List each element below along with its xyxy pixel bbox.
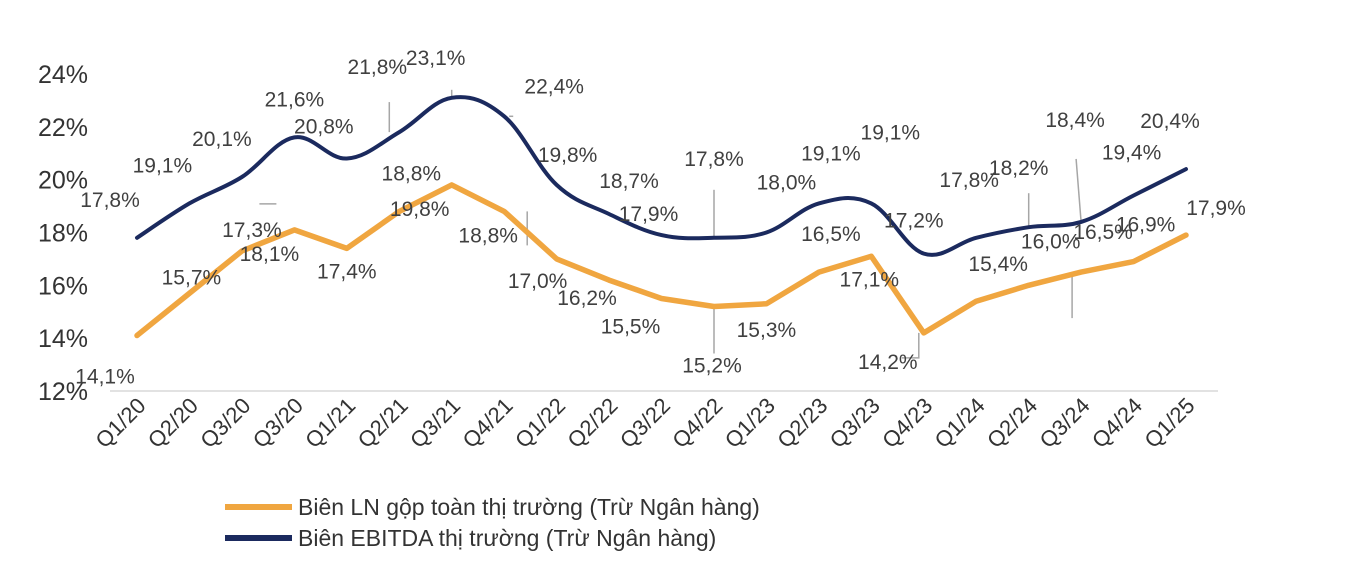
- x-tick-label: Q3/22: [615, 393, 675, 453]
- x-axis: Q1/20Q2/20Q3/20Q3/20Q1/21Q2/21Q3/21Q4/21…: [90, 393, 1199, 453]
- data-label-ebitda-margin: 17,8%: [939, 169, 999, 192]
- data-label-ebitda-margin: 17,8%: [80, 189, 140, 212]
- series-line-gross-margin: [134, 182, 1189, 339]
- x-tick-label: Q2/23: [772, 393, 832, 453]
- leader-line: [1075, 158, 1082, 222]
- data-label-gross-margin: 14,1%: [75, 366, 135, 389]
- x-tick-label: Q2/21: [353, 393, 413, 453]
- data-label-gross-margin: 16,9%: [1116, 214, 1176, 237]
- data-label-ebitda-margin: 19,8%: [538, 144, 598, 167]
- data-label-ebitda-margin: 20,4%: [1140, 110, 1200, 133]
- x-tick-label: Q2/24: [982, 393, 1042, 453]
- data-label-ebitda-margin: 21,6%: [265, 88, 325, 111]
- data-label-ebitda-margin: 18,0%: [757, 172, 817, 195]
- legend: Biên LN gộp toàn thị trường (Trừ Ngân hà…: [225, 494, 760, 551]
- x-tick-label: Q4/21: [458, 393, 518, 453]
- data-label-gross-margin: 18,8%: [458, 224, 518, 247]
- x-tick-label: Q4/22: [667, 393, 727, 453]
- x-tick-label: Q4/24: [1087, 393, 1147, 453]
- data-label-ebitda-margin: 19,4%: [1102, 142, 1162, 165]
- y-axis: 12% 14% 16% 18% 20% 22% 24%: [38, 61, 88, 406]
- data-label-ebitda-margin: 18,4%: [1045, 109, 1105, 132]
- data-label-ebitda-margin: 18,7%: [599, 170, 659, 193]
- y-tick-label: 12%: [38, 378, 88, 406]
- data-label-gross-margin: 16,2%: [557, 287, 617, 310]
- data-label-ebitda-margin: 20,8%: [294, 116, 354, 139]
- y-tick-label: 14%: [38, 325, 88, 353]
- x-tick-label: Q3/20: [195, 393, 255, 453]
- y-tick-label: 22%: [38, 114, 88, 142]
- series-line-ebitda-margin: [135, 95, 1188, 257]
- label-leader-lines: [259, 89, 1082, 359]
- data-label-ebitda-margin: 21,8%: [348, 56, 408, 79]
- series-lines: [134, 95, 1189, 339]
- x-tick-label: Q1/20: [90, 393, 150, 453]
- x-tick-label: Q1/21: [300, 393, 360, 453]
- data-label-gross-margin: 16,5%: [801, 223, 861, 246]
- x-tick-label: Q3/24: [1035, 393, 1095, 453]
- data-label-gross-margin: 15,2%: [682, 355, 742, 378]
- data-label-gross-margin: 18,8%: [382, 162, 442, 185]
- y-tick-label: 18%: [38, 220, 88, 248]
- x-tick-label: Q3/21: [405, 393, 465, 453]
- x-tick-label: Q1/23: [720, 393, 780, 453]
- data-label-ebitda-margin: 18,2%: [989, 157, 1049, 180]
- data-label-gross-margin: 16,5%: [1073, 221, 1133, 244]
- data-label-ebitda-margin: 19,1%: [861, 121, 921, 144]
- data-label-ebitda-margin: 17,9%: [619, 203, 679, 226]
- x-tick-label: Q1/25: [1139, 393, 1199, 453]
- data-label-gross-margin: 17,9%: [1186, 197, 1246, 220]
- x-tick-label: Q1/22: [510, 393, 570, 453]
- data-label-gross-margin: 16,0%: [1021, 230, 1081, 253]
- x-tick-label: Q2/22: [563, 393, 623, 453]
- data-label-ebitda-margin: 22,4%: [524, 75, 584, 98]
- data-label-gross-margin: 15,4%: [968, 253, 1028, 276]
- y-tick-label: 24%: [38, 61, 88, 89]
- leader-line: [901, 332, 920, 359]
- data-label-ebitda-margin: 19,1%: [133, 154, 193, 177]
- data-label-gross-margin: 17,4%: [317, 260, 377, 283]
- data-label-gross-margin: 15,5%: [601, 316, 661, 339]
- data-label-gross-margin: 15,3%: [737, 319, 797, 342]
- data-label-gross-margin: 19,8%: [390, 198, 450, 221]
- legend-item-gross-margin: Biên LN gộp toàn thị trường (Trừ Ngân hà…: [225, 494, 760, 520]
- y-tick-label: 20%: [38, 167, 88, 195]
- x-tick-label: Q3/20: [248, 393, 308, 453]
- data-label-gross-margin: 15,7%: [162, 266, 222, 289]
- x-tick-label: Q2/20: [143, 393, 203, 453]
- x-tick-label: Q4/23: [877, 393, 937, 453]
- legend-label-ebitda-margin: Biên EBITDA thị trường (Trừ Ngân hàng): [298, 525, 716, 551]
- x-tick-label: Q3/23: [825, 393, 885, 453]
- data-labels: 14,1% 15,7% 17,3%18,1% 17,4% 18,8% 19,8% 18,8%…: [75, 47, 1246, 389]
- data-label-ebitda-margin: 17,2%: [884, 210, 944, 233]
- y-tick-label: 16%: [38, 272, 88, 300]
- data-label-gross-margin: 18,1%: [240, 243, 300, 266]
- data-label-gross-margin: 17,0%: [508, 270, 568, 293]
- data-label-gross-margin: 17,3%: [222, 219, 282, 242]
- data-label-ebitda-margin: 20,1%: [192, 128, 252, 151]
- x-tick-label: Q1/24: [930, 393, 990, 453]
- data-label-ebitda-margin: 23,1%: [406, 47, 466, 70]
- data-label-gross-margin: 17,1%: [840, 268, 900, 291]
- legend-label-gross-margin: Biên LN gộp toàn thị trường (Trừ Ngân hà…: [298, 494, 760, 520]
- data-label-gross-margin: 14,2%: [858, 351, 918, 374]
- data-label-ebitda-margin: 19,1%: [801, 142, 861, 165]
- legend-item-ebitda-margin: Biên EBITDA thị trường (Trừ Ngân hàng): [225, 525, 716, 551]
- data-label-ebitda-margin: 17,8%: [684, 148, 744, 171]
